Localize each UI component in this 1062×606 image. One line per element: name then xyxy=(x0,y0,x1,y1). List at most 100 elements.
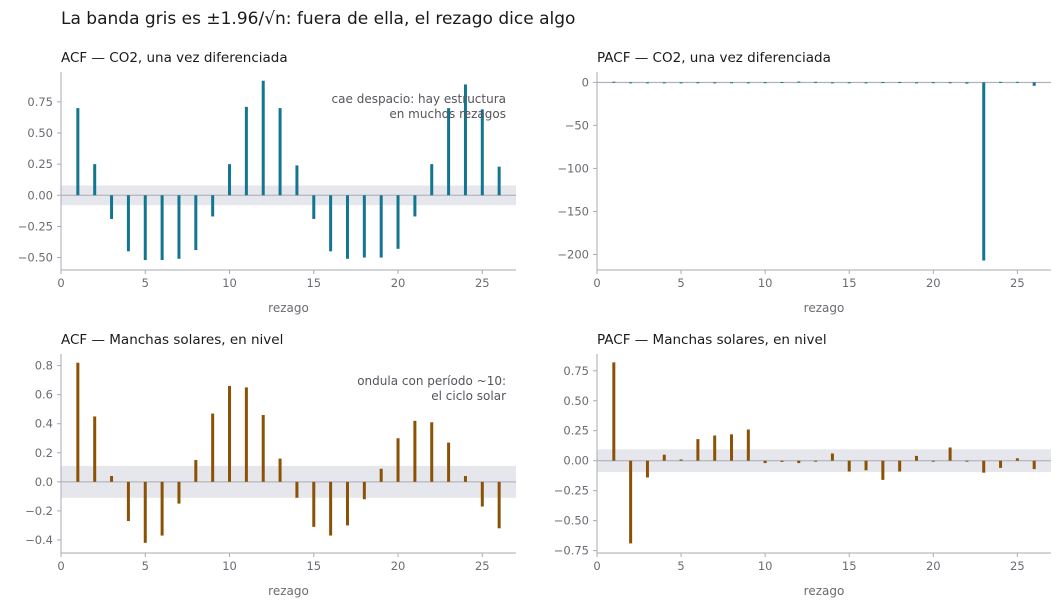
acf-sunspots-x-tick-label: 10 xyxy=(222,559,237,573)
acf-co2-x-tick-label: 5 xyxy=(142,276,149,290)
acf-sunspots-bar-lag-21 xyxy=(413,420,417,482)
acf-sunspots-x-tick-label: 0 xyxy=(57,559,64,573)
pacf-sunspots-bar-lag-12 xyxy=(797,460,801,464)
pacf-sunspots-bar-lag-1 xyxy=(612,362,616,461)
acf-sunspots-bar-lag-17 xyxy=(345,481,349,526)
acf-co2-bar-lag-2 xyxy=(93,164,97,196)
acf-sunspots-bar-lag-16 xyxy=(329,481,333,536)
acf-co2-bar-lag-9 xyxy=(211,195,215,217)
acf-co2-bar-lag-20 xyxy=(396,195,400,249)
pacf-sunspots-x-tick-label: 10 xyxy=(758,559,773,573)
acf-co2-x-tick-label: 0 xyxy=(57,276,64,290)
acf-co2-y-tick-label: −0.25 xyxy=(18,219,53,233)
pacf-sunspots-bar-lag-5 xyxy=(679,459,683,461)
panel-title-pacf-co2: PACF — CO2, una vez diferenciada xyxy=(597,50,831,66)
pacf-co2-bar-lag-5 xyxy=(679,82,683,84)
acf-sunspots-bar-lag-22 xyxy=(430,422,434,482)
acf-sunspots-x-tick-label: 20 xyxy=(391,559,406,573)
pacf-co2-bar-lag-10 xyxy=(763,82,767,84)
acf-co2-bar-lag-24 xyxy=(463,84,467,196)
acf-sunspots-x-tick-label: 25 xyxy=(475,559,490,573)
pacf-sunspots-bar-lag-17 xyxy=(881,460,885,480)
pacf-co2-bar-lag-1 xyxy=(612,81,616,83)
pacf-co2-bar-lag-4 xyxy=(662,82,666,84)
acf-sunspots-y-tick-label: 0.8 xyxy=(35,359,53,373)
acf-co2-bar-lag-12 xyxy=(261,80,265,196)
acf-co2-x-tick-label: 10 xyxy=(222,276,237,290)
acf-sunspots-y-tick-label: −0.2 xyxy=(25,504,53,518)
acf-sunspots-bar-lag-4 xyxy=(126,481,130,522)
pacf-sunspots-x-tick-label: 0 xyxy=(593,559,600,573)
pacf-sunspots-x-tick-label: 5 xyxy=(677,559,684,573)
acf-sunspots-y-tick-label: −0.4 xyxy=(25,533,53,547)
pacf-co2-y-tick-label: −150 xyxy=(557,204,589,218)
acf-co2-y-tick-label: 0.50 xyxy=(27,126,53,140)
acf-sunspots-bar-lag-23 xyxy=(447,442,451,482)
acf-sunspots-bar-lag-5 xyxy=(143,481,147,543)
acf-sunspots-y-tick-label: 0.2 xyxy=(35,446,53,460)
acf-sunspots-bar-lag-14 xyxy=(295,481,299,498)
pacf-sunspots-y-tick-label: 0.00 xyxy=(563,454,589,468)
acf-sunspots-y-tick-label: 0.0 xyxy=(35,475,53,489)
pacf-co2-bar-lag-2 xyxy=(629,82,633,84)
acf-co2-bar-lag-23 xyxy=(447,108,451,196)
acf-co2-bar-lag-1 xyxy=(76,108,80,196)
pacf-co2-x-tick-label: 5 xyxy=(677,276,684,290)
pacf-sunspots-bar-lag-7 xyxy=(713,435,717,461)
acf-co2-y-tick-label: 0.00 xyxy=(27,188,53,202)
pacf-co2-bar-lag-9 xyxy=(746,82,750,84)
pacf-co2-bar-lag-15 xyxy=(847,82,851,84)
pacf-co2-y-tick-label: −50 xyxy=(565,118,589,132)
pacf-co2-bar-lag-17 xyxy=(881,82,885,84)
pacf-sunspots-bar-lag-23 xyxy=(982,460,986,473)
pacf-co2-x-axis-label: rezago xyxy=(804,301,845,315)
acf-co2-bar-lag-26 xyxy=(497,166,501,196)
acf-sunspots-annotation: el ciclo solar xyxy=(431,389,506,403)
pacf-sunspots-bar-lag-6 xyxy=(696,439,700,461)
pacf-sunspots-y-tick-label: −0.25 xyxy=(554,484,589,498)
pacf-co2-bar-lag-12 xyxy=(797,81,801,83)
pacf-co2-bar-lag-19 xyxy=(914,82,918,84)
pacf-co2-bar-lag-21 xyxy=(948,82,952,84)
acf-co2-bar-lag-3 xyxy=(110,195,114,219)
acf-sunspots-bar-lag-15 xyxy=(312,481,316,527)
pacf-co2-x-tick-label: 15 xyxy=(842,276,857,290)
pacf-sunspots-bar-lag-26 xyxy=(1032,460,1036,470)
pacf-co2-x-tick-label: 0 xyxy=(593,276,600,290)
acf-co2-bar-lag-16 xyxy=(329,195,333,252)
acf-co2-bar-lag-5 xyxy=(143,195,147,261)
acf-co2-x-axis-label: rezago xyxy=(268,301,309,315)
pacf-sunspots-x-axis-label: rezago xyxy=(804,584,845,598)
acf-sunspots-bar-lag-18 xyxy=(362,481,366,500)
pacf-sunspots-y-tick-label: −0.50 xyxy=(554,514,589,528)
acf-co2-bar-lag-22 xyxy=(430,164,434,196)
acf-sunspots-bar-lag-11 xyxy=(244,387,248,482)
pacf-sunspots-x-tick-label: 25 xyxy=(1010,559,1025,573)
pacf-sunspots-bar-lag-15 xyxy=(847,460,851,472)
acf-sunspots-bar-lag-12 xyxy=(261,415,265,482)
pacf-co2-bar-lag-7 xyxy=(713,82,717,84)
acf-sunspots-bar-lag-8 xyxy=(194,460,198,482)
pacf-co2-bar-lag-8 xyxy=(730,82,734,84)
pacf-co2-bar-lag-16 xyxy=(864,82,868,84)
acf-sunspots-bar-lag-3 xyxy=(110,476,114,482)
pacf-co2-bar-lag-24 xyxy=(999,81,1003,83)
pacf-sunspots-bar-lag-13 xyxy=(814,460,818,462)
acf-sunspots-bar-lag-7 xyxy=(177,481,181,504)
panel-title-pacf-sunspots: PACF — Manchas solares, en nivel xyxy=(597,332,827,348)
pacf-sunspots-y-tick-label: 0.75 xyxy=(563,364,589,378)
pacf-co2-bar-lag-3 xyxy=(645,82,649,84)
acf-co2-y-tick-label: 0.25 xyxy=(27,157,53,171)
pacf-sunspots-bar-lag-25 xyxy=(1015,458,1019,461)
acf-co2-bar-lag-19 xyxy=(379,195,383,258)
acf-co2-bar-lag-18 xyxy=(362,195,366,258)
pacf-sunspots-x-tick-label: 15 xyxy=(842,559,857,573)
acf-sunspots-x-tick-label: 15 xyxy=(306,559,321,573)
pacf-co2-x-tick-label: 10 xyxy=(758,276,773,290)
pacf-sunspots-y-tick-label: −0.75 xyxy=(554,544,589,558)
pacf-co2-bar-lag-11 xyxy=(780,81,784,83)
